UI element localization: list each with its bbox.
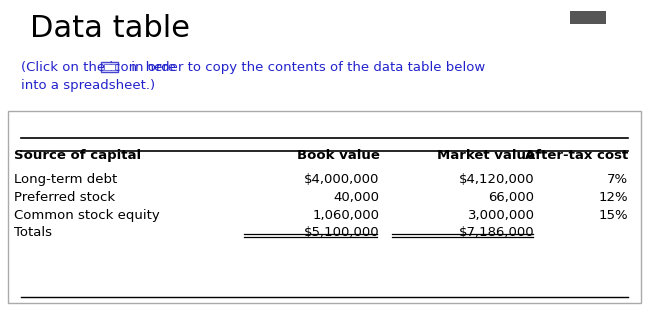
Text: 66,000: 66,000: [489, 191, 535, 204]
Text: 3,000,000: 3,000,000: [467, 209, 535, 222]
Text: (Click on the icon  here: (Click on the icon here: [21, 61, 180, 74]
Text: $4,000,000: $4,000,000: [304, 173, 380, 186]
Text: Common stock equity: Common stock equity: [14, 209, 160, 222]
Text: Preferred stock: Preferred stock: [14, 191, 116, 204]
Text: Market value: Market value: [437, 149, 535, 162]
Text: 40,000: 40,000: [334, 191, 380, 204]
FancyBboxPatch shape: [8, 110, 641, 303]
Text: Source of capital: Source of capital: [14, 149, 141, 162]
Text: After-tax cost: After-tax cost: [525, 149, 628, 162]
FancyBboxPatch shape: [570, 11, 606, 24]
Text: 12%: 12%: [598, 191, 628, 204]
FancyBboxPatch shape: [101, 63, 118, 72]
Text: Totals: Totals: [14, 226, 53, 239]
Text: 15%: 15%: [598, 209, 628, 222]
Text: $7,186,000: $7,186,000: [459, 226, 535, 239]
Text: $4,120,000: $4,120,000: [459, 173, 535, 186]
Text: Book value: Book value: [297, 149, 380, 162]
Text: into a spreadsheet.): into a spreadsheet.): [21, 79, 155, 92]
FancyBboxPatch shape: [104, 64, 115, 70]
Text: in order to copy the contents of the data table below: in order to copy the contents of the dat…: [127, 61, 485, 74]
Text: 7%: 7%: [607, 173, 628, 186]
Text: $5,100,000: $5,100,000: [304, 226, 380, 239]
Text: Long-term debt: Long-term debt: [14, 173, 117, 186]
Text: 1,060,000: 1,060,000: [312, 209, 380, 222]
Text: Data table: Data table: [31, 14, 190, 43]
